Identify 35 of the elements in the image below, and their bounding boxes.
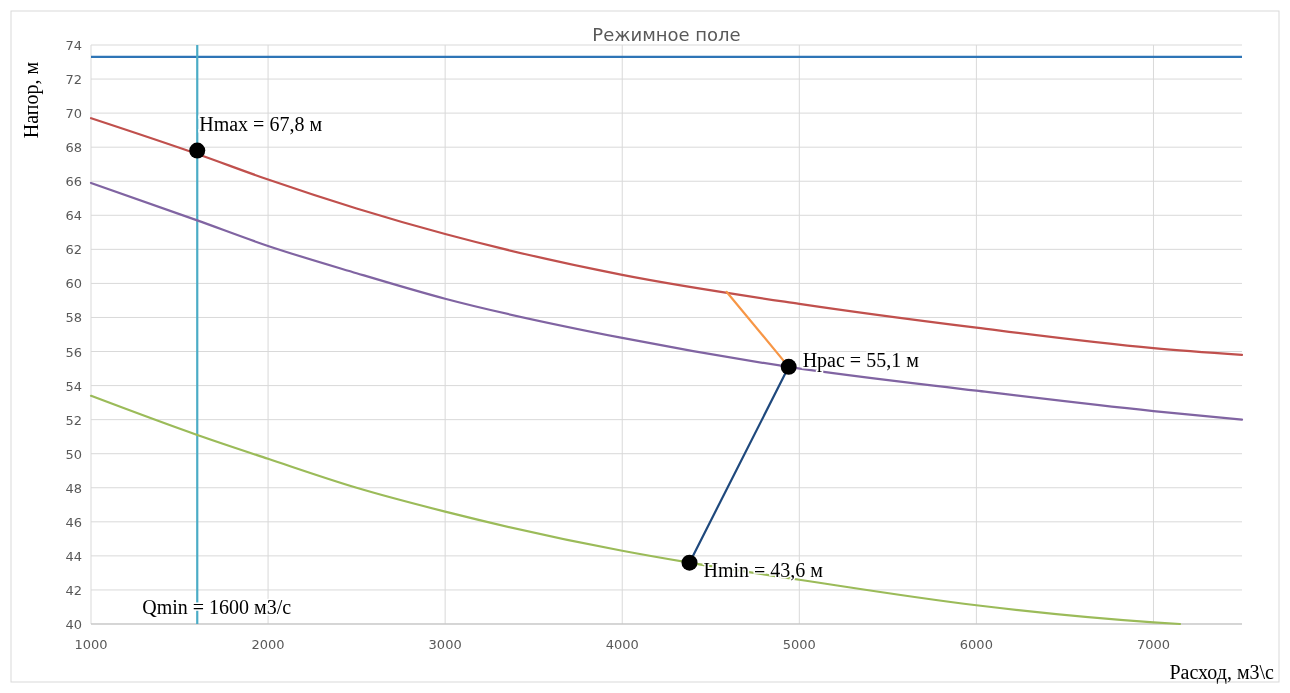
line-series — [89, 181, 1244, 421]
y-tick-label: 72 — [65, 72, 82, 88]
point — [681, 554, 698, 571]
y-tick-label: 42 — [65, 582, 82, 598]
y-tick-label: 56 — [65, 344, 82, 360]
y-tick-label: 66 — [65, 174, 82, 190]
y-tick-label: 60 — [65, 276, 82, 292]
x-axis-title: Расход, м3\c — [1169, 661, 1275, 684]
y-tick-label: 52 — [65, 412, 82, 428]
x-tick-label: 5000 — [782, 637, 816, 652]
y-tick-label: 44 — [65, 548, 82, 564]
y-tick-label: 64 — [65, 208, 82, 224]
x-tick-label: 2000 — [251, 637, 285, 652]
x-tick-label: 4000 — [605, 637, 639, 652]
annotation: Hрас = 55,1 м — [802, 348, 920, 372]
point — [780, 358, 797, 375]
x-tick-label: 3000 — [428, 637, 462, 652]
y-tick-label: 46 — [65, 514, 82, 530]
y-tick-label: 50 — [65, 446, 82, 462]
x-tick-label: 1000 — [74, 637, 108, 652]
y-tick-label: 68 — [65, 140, 82, 156]
y-axis-title: Напор, м — [20, 61, 43, 139]
line-series — [89, 394, 1182, 626]
y-tick-label: 58 — [65, 310, 82, 326]
x-tick-label: 6000 — [959, 637, 993, 652]
y-tick-label: 62 — [65, 242, 82, 258]
y-tick-label: 54 — [65, 378, 82, 394]
y-tick-label: 70 — [65, 106, 82, 122]
point — [189, 142, 206, 159]
y-tick-label: 40 — [65, 617, 82, 632]
y-tick-label: 48 — [65, 480, 82, 496]
x-tick-label: 7000 — [1136, 637, 1171, 652]
y-tick-label: 74 — [65, 38, 82, 53]
chart-title: Режимное поле — [592, 24, 741, 45]
annotation: Hmax = 67,8 м — [199, 112, 323, 135]
